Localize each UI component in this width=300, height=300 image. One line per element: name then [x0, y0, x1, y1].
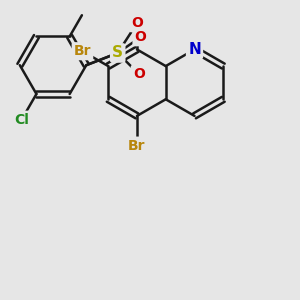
Text: S: S: [112, 46, 123, 61]
Text: O: O: [133, 67, 145, 81]
Text: Br: Br: [74, 44, 91, 58]
Text: Br: Br: [128, 139, 146, 153]
Text: O: O: [134, 30, 146, 44]
Text: Cl: Cl: [14, 113, 29, 127]
Text: O: O: [131, 16, 143, 30]
Text: N: N: [188, 42, 201, 57]
